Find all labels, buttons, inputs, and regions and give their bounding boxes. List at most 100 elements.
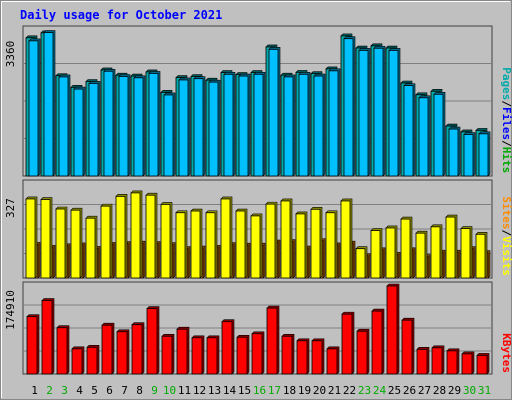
bar-kbytes-face: [221, 321, 233, 375]
x-tick-label: 21: [328, 384, 341, 397]
bar-kbytes: [131, 322, 145, 375]
bar-visits-face: [475, 233, 486, 279]
bar-visits: [400, 216, 413, 279]
bar-kbytes-face: [416, 348, 428, 375]
bar-files-face: [253, 73, 264, 177]
bar-visits-face: [190, 210, 201, 279]
bar-visits-face: [145, 194, 156, 279]
bar-visits-face: [85, 217, 96, 279]
x-tick-label: 16: [253, 384, 266, 397]
x-tick-label: 25: [388, 384, 401, 397]
x-tick-label: 5: [91, 384, 98, 397]
x-tick-label: 9: [151, 384, 158, 397]
bar-files-face: [163, 94, 174, 177]
bar-visits-face: [115, 195, 126, 279]
bar-visits-face: [235, 210, 246, 279]
bar-visits: [475, 232, 488, 279]
bar-visits: [415, 230, 428, 279]
x-tick-label: 29: [448, 384, 461, 397]
bar-kbytes-face: [371, 310, 383, 375]
bar-kbytes-face: [311, 340, 323, 375]
bar-kbytes: [221, 319, 235, 375]
bar-visits: [295, 211, 308, 279]
bar-files-face: [463, 134, 474, 177]
bar-files: [388, 48, 401, 177]
bar-kbytes-face: [401, 319, 413, 375]
legend-entry: Sites: [500, 196, 512, 229]
bar-visits-face: [250, 215, 261, 279]
bar-kbytes-face: [176, 328, 188, 375]
bar-visits: [355, 246, 368, 279]
x-tick-label: 18: [283, 384, 296, 397]
bar-visits-face: [175, 212, 186, 279]
bar-kbytes: [446, 348, 460, 375]
bar-kbytes: [311, 338, 325, 375]
legend-entry: Hits: [500, 147, 512, 174]
bar-kbytes: [371, 308, 385, 375]
bar-visits-face: [415, 232, 426, 279]
bar-visits: [280, 198, 293, 279]
legend-bottom: KBytes: [500, 333, 512, 373]
x-tick-label: 8: [136, 384, 143, 397]
x-tick-label: 20: [313, 384, 326, 397]
x-tick-label: 10: [163, 384, 176, 397]
bar-files: [358, 48, 371, 177]
bar-files: [178, 77, 191, 177]
x-tick-label: 17: [268, 384, 281, 397]
bar-kbytes: [146, 306, 160, 375]
bar-visits-face: [160, 204, 171, 279]
bar-visits-face: [310, 208, 321, 279]
bar-files: [283, 74, 296, 177]
bar-visits-face: [460, 228, 471, 279]
bar-kbytes: [461, 351, 475, 375]
bar-files-face: [313, 75, 324, 177]
bar-visits: [115, 194, 128, 279]
bar-files: [403, 83, 416, 177]
x-tick-label: 24: [373, 384, 387, 397]
bar-kbytes-face: [191, 337, 203, 375]
bar-visits-face: [400, 218, 411, 279]
legend-entry: Files: [500, 107, 512, 140]
bar-kbytes: [26, 314, 40, 375]
bar-kbytes-face: [296, 340, 308, 375]
bar-visits: [370, 228, 383, 279]
bar-visits-face: [100, 205, 111, 279]
y-max-label: 3360: [4, 41, 17, 68]
legend-middle: Sites/Visits: [500, 196, 512, 276]
bar-files: [238, 73, 251, 177]
bar-visits-face: [325, 212, 336, 279]
bar-kbytes: [176, 326, 190, 375]
bar-kbytes: [161, 333, 175, 375]
bar-files-face: [208, 81, 219, 177]
bar-files-face: [178, 79, 189, 177]
bar-files: [268, 47, 281, 177]
bar-files: [208, 79, 221, 177]
x-tick-label: 22: [343, 384, 356, 397]
x-tick-label: 7: [121, 384, 128, 397]
bar-kbytes-face: [341, 313, 353, 375]
bar-files: [298, 72, 311, 177]
bar-files-face: [418, 97, 429, 177]
bar-files-face: [43, 32, 54, 177]
bar-files: [163, 92, 176, 177]
bar-kbytes: [281, 333, 295, 375]
x-tick-label: 6: [106, 384, 113, 397]
panel-middle: 327 Sites/Visits: [4, 179, 512, 279]
y-max-label: 327: [4, 198, 17, 218]
bar-visits: [325, 210, 338, 279]
bar-files-face: [448, 128, 459, 177]
x-tick-label: 2: [46, 384, 53, 397]
bar-visits-face: [55, 208, 66, 279]
bar-visits-face: [385, 227, 396, 279]
bar-files-face: [73, 88, 84, 177]
bar-visits-face: [340, 200, 351, 279]
bar-visits-face: [445, 216, 456, 279]
bar-kbytes: [251, 331, 265, 375]
bar-files-face: [118, 76, 129, 177]
bar-visits: [40, 197, 53, 279]
bar-files-face: [103, 70, 114, 177]
x-tick-label: 28: [433, 384, 446, 397]
